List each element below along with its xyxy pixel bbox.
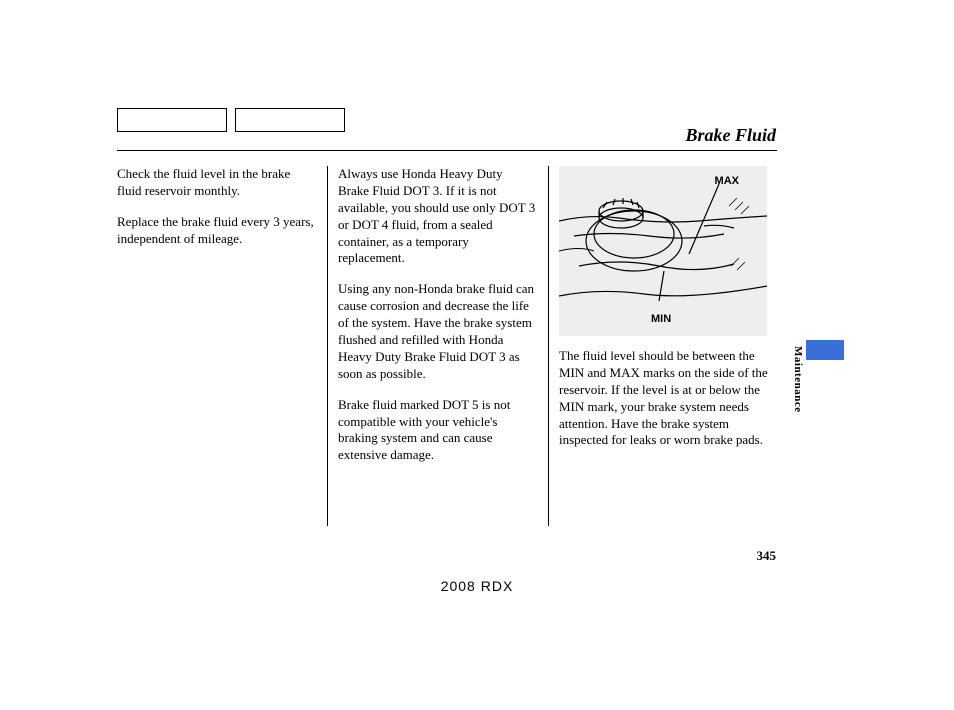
placeholder-box [235,108,345,132]
content-columns: Check the fluid level in the brake fluid… [117,166,777,526]
manual-page: Brake Fluid Check the fluid level in the… [0,0,954,710]
reservoir-svg [559,166,767,336]
page-title: Brake Fluid [685,125,776,146]
section-label: Maintenance [792,346,804,413]
paragraph: Brake fluid marked DOT 5 is not compatib… [338,397,536,465]
top-placeholder-boxes [117,108,345,132]
paragraph: Check the fluid level in the brake fluid… [117,166,315,200]
max-label: MAX [715,174,739,188]
paragraph: Using any non-Honda brake fluid can caus… [338,281,536,382]
reservoir-diagram: MAX MIN [559,166,767,336]
footer-model: 2008 RDX [0,578,954,594]
placeholder-box [117,108,227,132]
column-2: Always use Honda Heavy Duty Brake Fluid … [327,166,549,526]
section-tab [806,340,844,360]
paragraph: Replace the brake fluid every 3 years, i… [117,214,315,248]
min-label: MIN [651,312,671,326]
paragraph: The fluid level should be between the MI… [559,348,777,449]
paragraph: Always use Honda Heavy Duty Brake Fluid … [338,166,536,267]
column-1: Check the fluid level in the brake fluid… [117,166,327,526]
header-rule [117,150,777,151]
page-number: 345 [757,548,777,564]
column-3: MAX MIN The fluid level should be betwee… [549,166,777,526]
